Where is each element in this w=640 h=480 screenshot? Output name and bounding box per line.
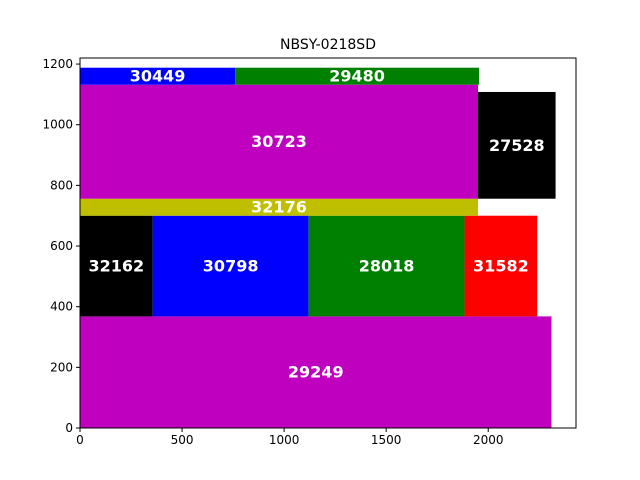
x-tick-label: 0 bbox=[76, 433, 84, 447]
x-tick-label: 1000 bbox=[269, 433, 300, 447]
rect-label-30798: 30798 bbox=[203, 257, 259, 276]
rect-label-28018: 28018 bbox=[359, 257, 415, 276]
rectangles-group bbox=[80, 67, 556, 428]
y-tick-label: 600 bbox=[50, 239, 73, 253]
rect-29249 bbox=[80, 316, 552, 428]
rect-label-32162: 32162 bbox=[88, 257, 144, 276]
y-tick-label: 200 bbox=[50, 360, 73, 374]
rect-30449 bbox=[80, 67, 236, 85]
rect-label-30449: 30449 bbox=[130, 67, 186, 86]
rectangle-labels-group: 29249 32162 30798 28018 31582 32176 30723 27528… bbox=[88, 67, 544, 382]
rect-27528 bbox=[478, 91, 556, 199]
y-tick-label: 400 bbox=[50, 300, 73, 314]
rect-28018 bbox=[308, 215, 465, 317]
rect-32162 bbox=[80, 215, 153, 317]
rect-29480 bbox=[235, 67, 480, 85]
x-axis: 0 500 1000 1500 2000 bbox=[76, 428, 504, 447]
chart-title: NBSY-0218SD bbox=[280, 37, 376, 53]
rect-label-32176: 32176 bbox=[251, 198, 307, 217]
y-axis: 0 200 400 600 800 1000 1200 bbox=[42, 57, 80, 435]
rect-32176 bbox=[80, 198, 479, 216]
y-tick-label: 1000 bbox=[42, 118, 73, 132]
plot-frame bbox=[79, 57, 577, 429]
rect-label-29480: 29480 bbox=[329, 67, 385, 86]
x-tick-label: 2000 bbox=[473, 433, 504, 447]
y-tick-label: 800 bbox=[50, 178, 73, 192]
rect-label-27528: 27528 bbox=[489, 136, 545, 155]
rect-label-31582: 31582 bbox=[473, 257, 529, 276]
x-tick-label: 500 bbox=[171, 433, 194, 447]
rect-31582 bbox=[464, 215, 538, 317]
x-tick-label: 1500 bbox=[371, 433, 402, 447]
y-tick-label: 0 bbox=[65, 421, 73, 435]
rect-30723 bbox=[80, 84, 479, 199]
y-tick-label: 1200 bbox=[42, 57, 73, 71]
rect-label-30723: 30723 bbox=[251, 132, 307, 151]
rect-30798 bbox=[152, 215, 309, 317]
rect-label-29249: 29249 bbox=[288, 363, 344, 382]
